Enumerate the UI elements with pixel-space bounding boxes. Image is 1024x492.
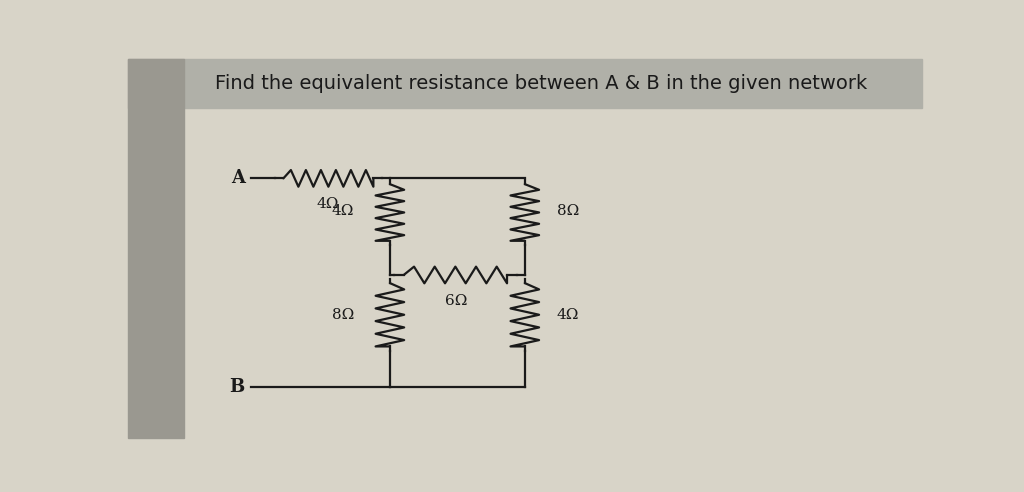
Text: 4Ω: 4Ω xyxy=(332,204,354,218)
Text: Find the equivalent resistance between A & B in the given network: Find the equivalent resistance between A… xyxy=(215,74,866,93)
Bar xyxy=(128,59,183,438)
Text: A: A xyxy=(230,169,245,187)
Text: 8Ω: 8Ω xyxy=(332,308,354,322)
Bar xyxy=(128,59,922,108)
Text: 4Ω: 4Ω xyxy=(557,308,579,322)
Text: 4Ω: 4Ω xyxy=(316,197,339,212)
Text: 8Ω: 8Ω xyxy=(557,204,579,218)
Text: B: B xyxy=(229,378,245,396)
Text: 6Ω: 6Ω xyxy=(444,294,467,308)
